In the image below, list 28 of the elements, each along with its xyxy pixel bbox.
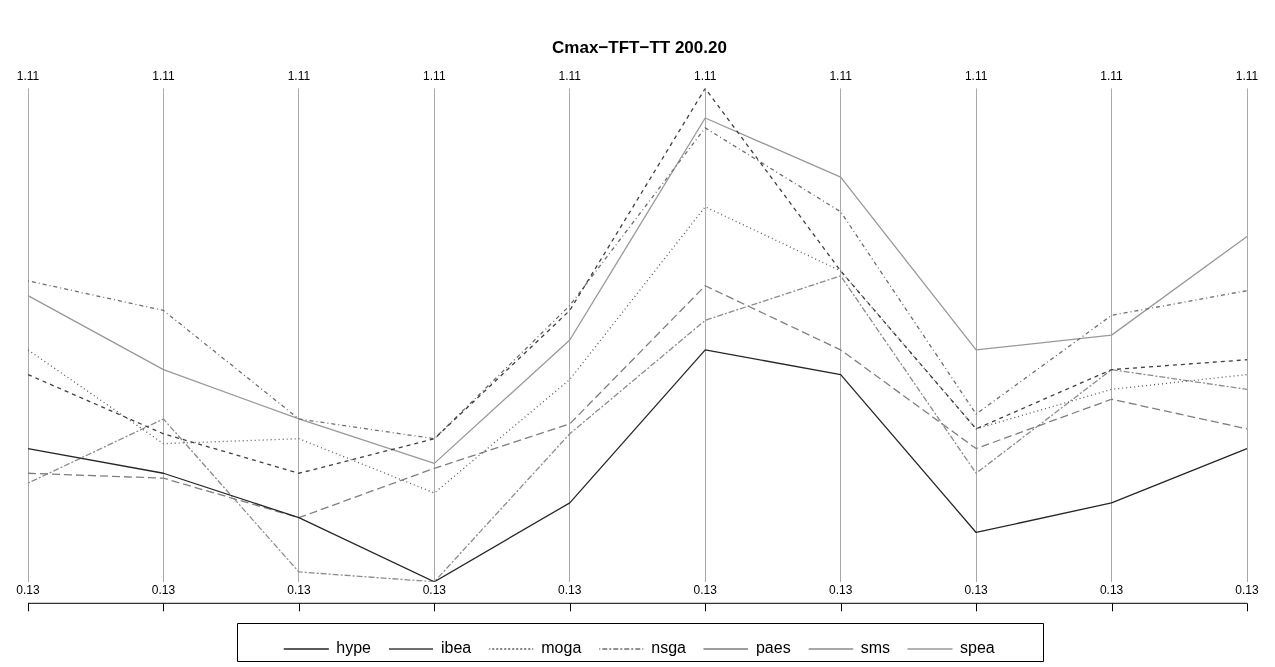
- text: 0.13: [1235, 583, 1259, 598]
- text: 0.13: [422, 583, 447, 598]
- text: 0.13: [287, 583, 311, 598]
- text: 1.11: [558, 68, 582, 83]
- text: 0.13: [558, 583, 582, 598]
- text: 1.11: [1235, 68, 1259, 83]
- legend-label: paes: [755, 639, 791, 657]
- text: 1.11: [287, 68, 311, 83]
- text: 0.13: [828, 583, 853, 598]
- text: 1.11: [693, 68, 717, 83]
- text: 1.11: [829, 68, 853, 83]
- text: 1.11: [16, 68, 40, 83]
- text: 1.11: [1100, 68, 1124, 83]
- text: 1.11: [152, 68, 175, 83]
- text: 1.11: [423, 68, 446, 83]
- legend-label: nsga: [651, 639, 687, 657]
- legend-label: moga: [541, 639, 582, 657]
- text: 0.13: [16, 583, 40, 598]
- legend-label: ibea: [441, 639, 472, 657]
- chart-title: Cmax−TFT−TT 200.20: [552, 37, 727, 57]
- text: 0.13: [1099, 583, 1124, 598]
- legend-label: sms: [860, 639, 890, 657]
- text: 0.13: [151, 583, 176, 598]
- text: 0.13: [964, 583, 989, 598]
- text: 1.11: [964, 68, 988, 83]
- legend-label: hype: [336, 639, 372, 657]
- legend-label: spea: [960, 639, 995, 657]
- text: 0.13: [693, 583, 718, 598]
